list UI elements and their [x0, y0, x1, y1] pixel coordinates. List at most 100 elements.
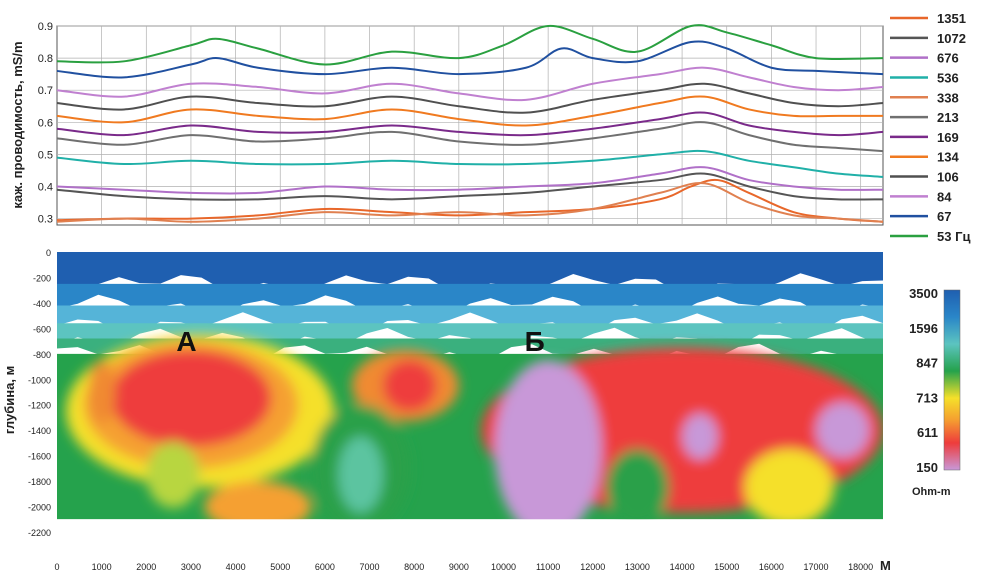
legend-label-169: 169: [937, 130, 959, 145]
colorbar-tick-label: 847: [916, 356, 938, 371]
legend-label-676: 676: [937, 51, 959, 66]
line-chart-y-tick-label: 0.7: [38, 85, 53, 97]
heatmap-x-tick-label: 9000: [449, 562, 469, 572]
heatmap-x-tick-label: 8000: [404, 562, 424, 572]
series-line-676: [56, 166, 884, 195]
series-line-106: [56, 82, 884, 114]
heatmap-layers: [57, 252, 883, 532]
colorbar-tick-label: 611: [917, 425, 938, 440]
heatmap-anomaly: [382, 360, 437, 412]
series-line-67: [56, 40, 884, 79]
line-chart-y-tick-label: 0.9: [38, 21, 53, 33]
line-chart-series: [56, 24, 884, 223]
heatmap-anomaly: [494, 360, 602, 532]
heatmap-y-tick-label: -800: [33, 350, 51, 360]
heatmap-x-tick-label: 0: [54, 562, 59, 572]
series-line-338: [56, 182, 884, 223]
heatmap-x-tick-label: 7000: [360, 562, 380, 572]
frequency-legend: 1351 1072 676 536 338 213 169 134 106 84 67 53 Гц: [890, 11, 970, 244]
heatmap-x-tick-label: 11000: [536, 562, 560, 572]
heatmap-x-tick-label: 12000: [580, 562, 605, 572]
heatmap-y-tick-label: -1200: [28, 401, 51, 411]
colorbar-labels: 3500 1596 847 713 611 150: [909, 286, 938, 475]
heatmap-y-tick-label: -2200: [28, 528, 51, 538]
heatmap-anomalies: [65, 334, 883, 532]
heatmap-x-tick-label: 6000: [315, 562, 335, 572]
heatmap-x-tick-label: 4000: [226, 562, 246, 572]
line-chart-y-tick-label: 0.3: [38, 214, 53, 226]
heatmap-x-tick-label: 2000: [136, 562, 156, 572]
resistivity-section: 0 -200 -400 -600 -800 -1000 -1200 -1400 -1600 -18…: [2, 248, 891, 573]
legend-label-338: 338: [937, 90, 959, 105]
heatmap-x-tick-label: 10000: [491, 562, 516, 572]
heatmap-y-tick-label: -1800: [28, 477, 51, 487]
line-chart-y-tick-label: 0.4: [38, 181, 53, 193]
heatmap-anomaly: [744, 449, 834, 526]
heatmap-y-ticks: 0 -200 -400 -600 -800 -1000 -1200 -1400 -1600 -18…: [28, 248, 51, 538]
series-line-1351: [56, 178, 884, 223]
heatmap-x-tick-label: 3000: [181, 562, 201, 572]
legend-label-1072: 1072: [937, 31, 966, 46]
legend-label-134: 134: [937, 150, 959, 165]
series-line-213: [56, 121, 884, 153]
heatmap-x-tick-label: 1000: [92, 562, 112, 572]
heatmap-x-unit: М: [880, 558, 891, 573]
legend-label-67: 67: [937, 209, 951, 224]
legend-label-106: 106: [937, 170, 959, 185]
series-line-84: [56, 66, 884, 102]
heatmap-x-tick-label: 18000: [848, 562, 873, 572]
heatmap-anomaly: [816, 402, 870, 459]
heatmap-anomaly: [338, 436, 383, 513]
colorbar-gradient: [943, 289, 961, 471]
heatmap-anomaly: [146, 441, 200, 508]
line-chart-y-tick-label: 0.5: [38, 149, 53, 161]
heatmap-y-tick-label: 0: [46, 248, 51, 258]
heatmap-x-tick-label: 13000: [625, 562, 650, 572]
colorbar-tick-label: 1596: [909, 321, 938, 336]
colorbar-tick-label: 3500: [909, 286, 938, 301]
colorbar-unit: Ohm-m: [912, 486, 951, 498]
series-line-169: [56, 111, 884, 137]
heatmap-y-axis-title: глубина, м: [2, 366, 17, 434]
legend-label-53: 53 Гц: [937, 229, 970, 244]
line-chart-y-axis-title: каж. проводимость, mS/m: [10, 41, 25, 208]
heatmap-y-tick-label: -1600: [28, 452, 51, 462]
colorbar-tick-label: 150: [916, 460, 938, 475]
conductivity-line-chart: 0.9 0.8 0.7 0.6 0.5 0.4 0.3 каж. проводимость,…: [10, 21, 884, 226]
heatmap-anomaly: [88, 360, 116, 424]
line-chart-y-ticks: 0.9 0.8 0.7 0.6 0.5 0.4 0.3: [38, 21, 53, 226]
series-line-536: [56, 149, 884, 178]
heatmap-anomaly: [606, 449, 669, 526]
heatmap-y-tick-label: -2000: [28, 503, 51, 513]
heatmap-x-tick-label: 15000: [714, 562, 739, 572]
heatmap-x-ticks: 0 1000 2000 3000 4000 5000 6000 7000 8000 9000 100…: [54, 562, 873, 572]
heatmap-y-tick-label: -400: [33, 299, 51, 309]
heatmap-y-tick-label: -200: [33, 273, 51, 283]
heatmap-y-tick-label: -1400: [28, 426, 51, 436]
series-line-1072: [56, 172, 884, 201]
heatmap-y-tick-label: -1000: [28, 375, 51, 385]
heatmap-x-tick-label: 17000: [804, 562, 829, 572]
line-chart-y-tick-label: 0.8: [38, 53, 53, 65]
series-line-134: [56, 95, 883, 127]
series-line-53: [56, 24, 884, 66]
line-chart-y-tick-label: 0.6: [38, 117, 53, 129]
legend-label-213: 213: [937, 110, 959, 125]
resistivity-colorbar: 3500 1596 847 713 611 150 Ohm-m: [909, 286, 961, 498]
legend-label-536: 536: [937, 70, 959, 85]
legend-label-84: 84: [937, 189, 952, 204]
heatmap-x-tick-label: 5000: [270, 562, 290, 572]
heatmap-band: [57, 305, 883, 333]
heatmap-annotation-marker: А: [176, 326, 196, 357]
heatmap-band: [57, 252, 883, 294]
heatmap-x-tick-label: 14000: [670, 562, 695, 572]
heatmap-x-tick-label: 16000: [759, 562, 784, 572]
colorbar-tick-label: 713: [916, 390, 938, 405]
heatmap-annotation-marker: Б: [525, 326, 545, 357]
heatmap-y-tick-label: -600: [33, 324, 51, 334]
legend-label-1351: 1351: [937, 11, 966, 26]
heatmap-below-data: [57, 519, 883, 532]
